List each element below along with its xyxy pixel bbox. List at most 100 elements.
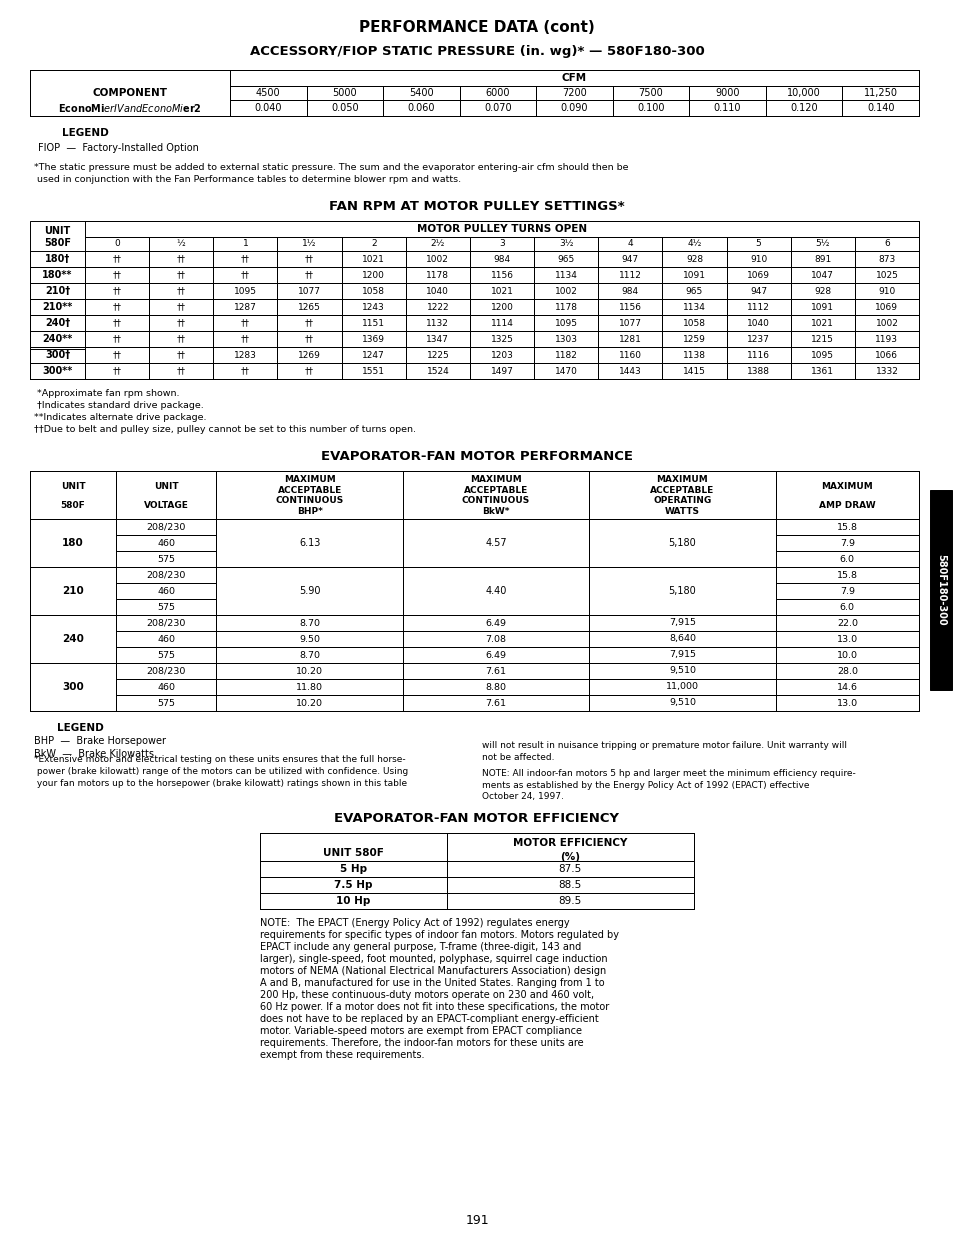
Bar [775,615,918,631]
Bar [216,519,402,567]
Bar [790,331,854,347]
Bar [534,283,598,299]
Text: 1091: 1091 [682,270,705,279]
Text: 1138: 1138 [682,351,705,359]
Bar [116,599,216,615]
Bar [85,221,918,237]
Bar [341,363,405,379]
Text: EVAPORATOR-FAN MOTOR PERFORMANCE: EVAPORATOR-FAN MOTOR PERFORMANCE [320,451,633,463]
Text: 6.49: 6.49 [485,651,506,659]
Text: 5400: 5400 [409,88,434,98]
Text: 4500: 4500 [255,88,280,98]
Text: 1303: 1303 [554,335,578,343]
Bar [405,363,470,379]
Text: 1470: 1470 [554,367,577,375]
Text: 0.060: 0.060 [407,103,435,112]
Text: **Indicates alternate drive package.: **Indicates alternate drive package. [34,412,206,421]
Bar [589,471,775,519]
Bar [116,551,216,567]
Bar [85,283,149,299]
Text: CFM: CFM [561,73,586,83]
Text: UNIT: UNIT [153,482,178,490]
Bar [598,363,661,379]
Text: 575: 575 [157,603,175,611]
Bar [213,331,277,347]
Bar [85,237,149,251]
Bar [402,567,589,615]
Bar [116,567,216,583]
Text: 240: 240 [62,634,84,643]
Text: 1259: 1259 [682,335,705,343]
Bar [470,331,534,347]
Bar [775,663,918,679]
Text: ††: †† [305,254,314,263]
Text: 1269: 1269 [297,351,320,359]
Bar [149,331,213,347]
Text: 1524: 1524 [426,367,449,375]
Text: MOTOR EFFICIENCY: MOTOR EFFICIENCY [513,837,627,847]
Bar [470,283,534,299]
Bar [341,315,405,331]
Bar [405,347,470,363]
Bar [790,283,854,299]
Text: 5,180: 5,180 [668,585,696,597]
Bar [277,267,341,283]
Bar [402,679,589,695]
Bar [116,663,216,679]
Bar [30,70,918,116]
Text: 180: 180 [62,538,84,548]
Bar [775,583,918,599]
Bar [446,877,693,893]
Text: 1265: 1265 [297,303,320,311]
Bar [402,663,589,679]
Text: ††: †† [112,254,121,263]
Text: ††: †† [240,254,250,263]
Bar [213,283,277,299]
Bar [277,331,341,347]
Text: 15.8: 15.8 [836,571,857,579]
Bar [30,283,85,299]
Text: 7.9: 7.9 [839,538,854,547]
Text: ††: †† [176,303,186,311]
Text: 11,250: 11,250 [862,88,897,98]
Text: 1415: 1415 [682,367,705,375]
Text: 10 Hp: 10 Hp [335,897,370,906]
Text: NOTE:  The EPACT (Energy Policy Act of 1992) regulates energy: NOTE: The EPACT (Energy Policy Act of 19… [260,918,569,927]
Text: exempt from these requirements.: exempt from these requirements. [260,1050,424,1060]
Bar [30,315,85,331]
Text: 7.61: 7.61 [485,699,506,708]
Text: FIOP  —  Factory-Installed Option: FIOP — Factory-Installed Option [38,143,198,153]
Bar [534,251,598,267]
Bar [116,519,216,535]
Text: ††: †† [176,270,186,279]
Bar [790,315,854,331]
Text: 2½: 2½ [430,240,444,248]
Text: 9000: 9000 [715,88,740,98]
Bar [213,237,277,251]
Bar [30,299,85,315]
Text: 1160: 1160 [618,351,641,359]
Bar [213,299,277,315]
Bar [213,251,277,267]
Bar [149,237,213,251]
Bar [85,299,149,315]
Bar [598,237,661,251]
Bar [116,471,216,519]
Bar [405,299,470,315]
Text: AMP DRAW: AMP DRAW [818,501,875,510]
Text: 4.40: 4.40 [485,585,506,597]
Text: 0.140: 0.140 [866,103,894,112]
Text: power (brake kilowatt) range of the motors can be utilized with confidence. Usin: power (brake kilowatt) range of the moto… [34,767,408,776]
Text: 1112: 1112 [618,270,641,279]
Text: 6: 6 [883,240,889,248]
Text: 1347: 1347 [426,335,449,343]
Bar [534,363,598,379]
Text: 1058: 1058 [362,287,385,295]
Bar [446,861,693,877]
Text: 1002: 1002 [554,287,577,295]
Bar [661,251,726,267]
Bar [854,347,918,363]
Text: 4.57: 4.57 [485,538,506,548]
Bar [929,490,951,690]
Text: 7,915: 7,915 [668,619,695,627]
